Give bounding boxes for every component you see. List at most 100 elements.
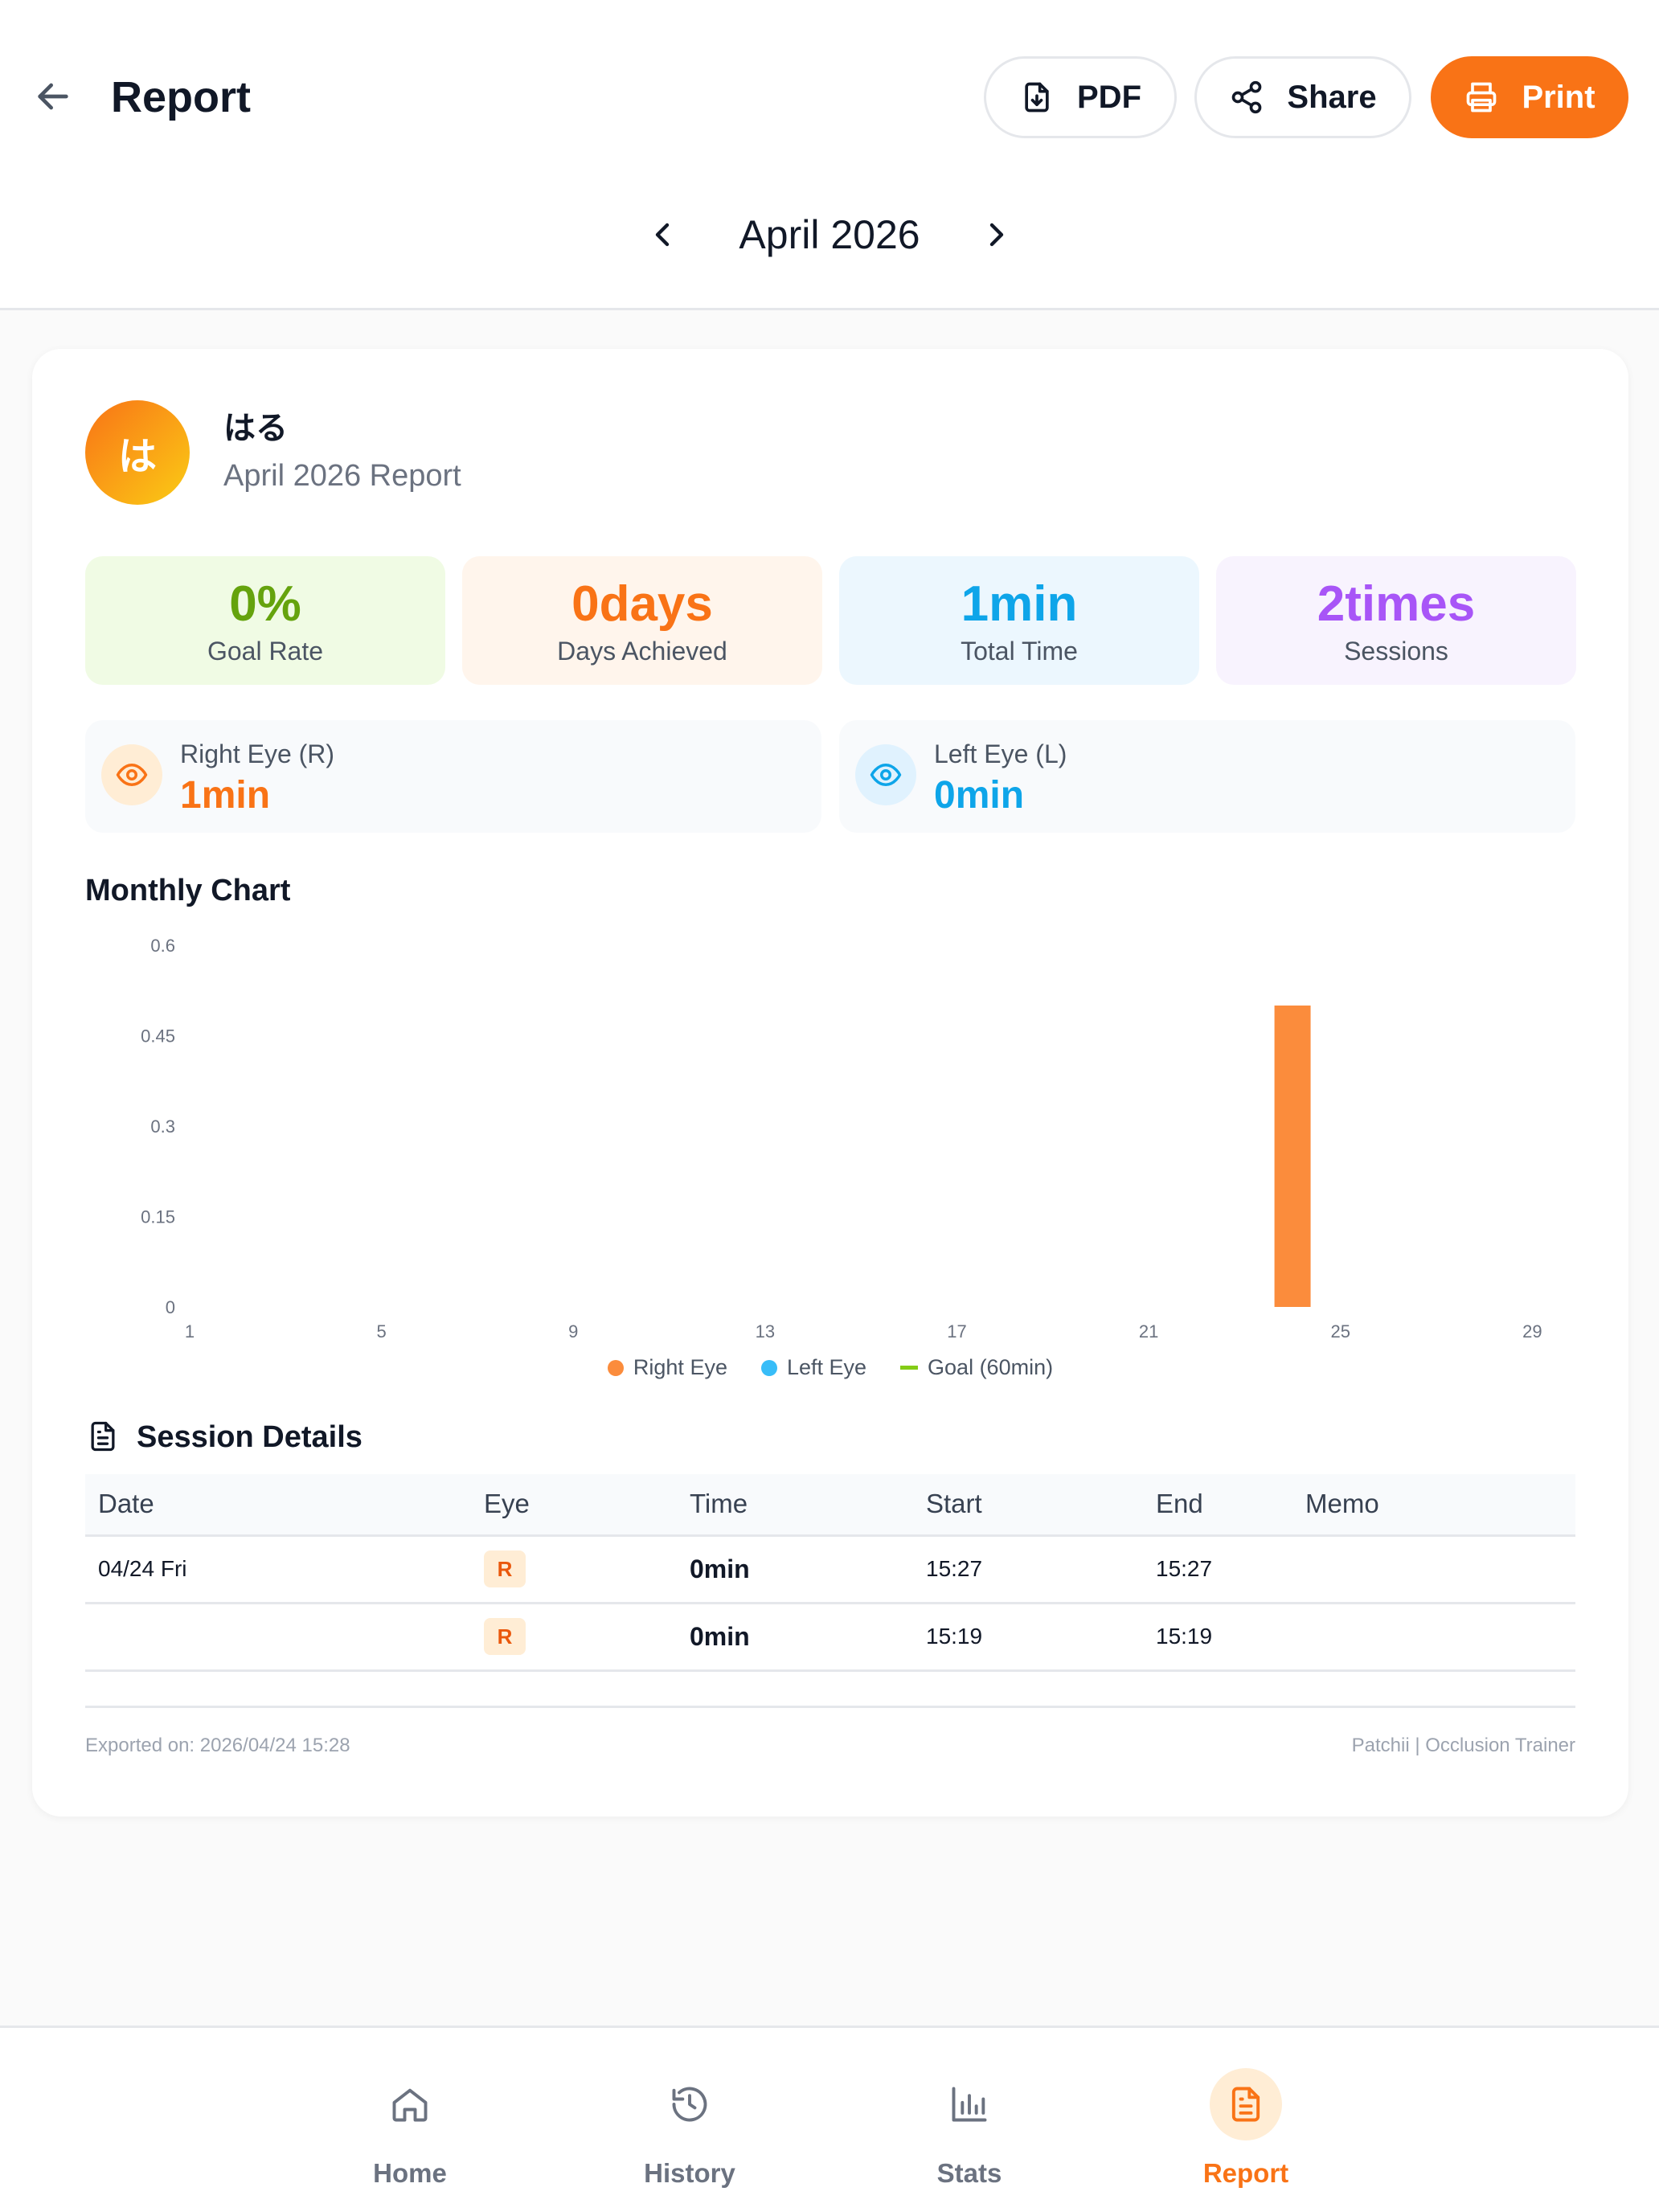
eye-badge: R bbox=[484, 1618, 526, 1655]
y-tick-label: 0.6 bbox=[150, 936, 175, 956]
x-tick-label: 13 bbox=[756, 1321, 775, 1342]
eye-icon bbox=[101, 744, 162, 805]
cell-eye: R bbox=[471, 1535, 677, 1604]
print-button-label: Print bbox=[1522, 79, 1596, 115]
bottom-navigation: Home History Stats Report bbox=[0, 2026, 1659, 2212]
stat-value: 0days bbox=[571, 576, 713, 632]
chart-legend: Right Eye Left Eye Goal (60min) bbox=[32, 1355, 1628, 1380]
legend-dot bbox=[607, 1359, 624, 1376]
document-icon bbox=[1210, 2068, 1282, 2140]
col-start: Start bbox=[913, 1474, 1143, 1537]
y-tick-label: 0.15 bbox=[141, 1207, 175, 1227]
document-icon bbox=[91, 1421, 115, 1452]
right-eye-card: Right Eye (R) 1min bbox=[85, 720, 821, 833]
left-eye-value: 0min bbox=[934, 774, 1025, 817]
cell-time: 0min bbox=[677, 1535, 913, 1604]
cell-end: 15:19 bbox=[1143, 1603, 1292, 1672]
x-tick-label: 25 bbox=[1330, 1321, 1350, 1342]
page-title: Report bbox=[111, 73, 251, 121]
cell-end: 15:27 bbox=[1143, 1535, 1292, 1604]
monthly-chart: 0 0.15 0.3 0.45 0.6 1 5 9 13 17 21 25 29 bbox=[141, 936, 1542, 1342]
legend-dot bbox=[760, 1359, 777, 1376]
stat-days-achieved: 0days Days Achieved bbox=[462, 556, 822, 685]
stat-sessions: 2times Sessions bbox=[1216, 556, 1576, 685]
file-download-icon bbox=[1025, 82, 1049, 113]
table-row: 04/24 Fri R 0min 15:27 15:27 bbox=[85, 1535, 1575, 1604]
stat-total-time: 1min Total Time bbox=[839, 556, 1199, 685]
month-navigator: April 2026 bbox=[0, 203, 1659, 267]
legend-right-eye: Right Eye bbox=[607, 1355, 727, 1380]
brand-text: Patchii | Occlusion Trainer bbox=[1351, 1735, 1575, 1756]
session-details-title: Session Details bbox=[137, 1420, 363, 1454]
col-date: Date bbox=[85, 1474, 471, 1537]
stat-value: 1min bbox=[961, 576, 1078, 632]
cell-memo bbox=[1292, 1603, 1575, 1672]
table-header-row: Date Eye Time Start End Memo bbox=[85, 1474, 1575, 1537]
right-eye-value: 1min bbox=[180, 774, 271, 817]
x-tick-label: 29 bbox=[1522, 1321, 1542, 1342]
home-icon bbox=[374, 2068, 446, 2140]
chart-title: Monthly Chart bbox=[85, 874, 291, 907]
col-memo: Memo bbox=[1292, 1474, 1575, 1537]
table-row: R 0min 15:19 15:19 bbox=[85, 1603, 1575, 1672]
cell-start: 15:19 bbox=[913, 1603, 1143, 1672]
col-time: Time bbox=[677, 1474, 913, 1537]
stat-goal-rate: 0% Goal Rate bbox=[85, 556, 445, 685]
left-eye-label: Left Eye (L) bbox=[934, 739, 1067, 768]
x-tick-label: 9 bbox=[568, 1321, 578, 1342]
chevron-right-icon[interactable] bbox=[977, 215, 1016, 254]
legend-line bbox=[900, 1366, 919, 1370]
legend-label: Goal (60min) bbox=[928, 1355, 1054, 1379]
x-tick-label: 21 bbox=[1139, 1321, 1158, 1342]
session-table: Date Eye Time Start End Memo 04/24 Fri R… bbox=[85, 1474, 1575, 1672]
x-tick-label: 1 bbox=[185, 1321, 195, 1342]
stat-label: Days Achieved bbox=[557, 637, 727, 666]
printer-icon bbox=[1467, 82, 1497, 113]
y-tick-label: 0 bbox=[166, 1297, 175, 1317]
report-card: は はる April 2026 Report 0% Goal Rate 0day… bbox=[32, 349, 1628, 1817]
stat-label: Total Time bbox=[961, 637, 1078, 666]
pdf-button-label: PDF bbox=[1077, 79, 1141, 115]
legend-left-eye: Left Eye bbox=[760, 1355, 867, 1380]
nav-label: Home bbox=[373, 2158, 447, 2188]
cell-start: 15:27 bbox=[913, 1535, 1143, 1604]
x-tick-label: 5 bbox=[376, 1321, 386, 1342]
cell-eye: R bbox=[471, 1603, 677, 1672]
back-arrow-icon[interactable] bbox=[31, 74, 76, 119]
legend-label: Right Eye bbox=[633, 1355, 727, 1379]
eye-icon bbox=[855, 744, 916, 805]
share-button[interactable]: Share bbox=[1194, 56, 1411, 138]
x-tick-label: 17 bbox=[947, 1321, 966, 1342]
cell-memo bbox=[1292, 1535, 1575, 1604]
chevron-left-icon[interactable] bbox=[643, 215, 682, 254]
eye-badge: R bbox=[484, 1550, 526, 1587]
nav-home[interactable]: Home bbox=[322, 2068, 498, 2189]
footer-divider bbox=[85, 1706, 1575, 1708]
app-header: Report PDF Share Print April 2026 bbox=[0, 0, 1659, 310]
avatar-initial: は bbox=[117, 434, 157, 479]
y-tick-label: 0.3 bbox=[150, 1116, 175, 1137]
share-icon bbox=[1232, 80, 1262, 114]
nav-stats[interactable]: Stats bbox=[881, 2068, 1058, 2189]
chart-bar-right-eye bbox=[1274, 1006, 1311, 1307]
user-name: はる bbox=[223, 410, 288, 447]
legend-label: Left Eye bbox=[786, 1355, 867, 1379]
bar-chart-icon bbox=[933, 2068, 1006, 2140]
month-label: April 2026 bbox=[739, 212, 920, 257]
stat-value: 2times bbox=[1317, 576, 1476, 632]
pdf-button[interactable]: PDF bbox=[984, 56, 1177, 138]
nav-report[interactable]: Report bbox=[1157, 2068, 1334, 2189]
stat-label: Sessions bbox=[1344, 637, 1448, 666]
print-button[interactable]: Print bbox=[1431, 56, 1628, 138]
left-eye-card: Left Eye (L) 0min bbox=[839, 720, 1575, 833]
nav-label: Stats bbox=[936, 2158, 1002, 2188]
nav-history[interactable]: History bbox=[601, 2068, 778, 2189]
cell-date: 04/24 Fri bbox=[85, 1535, 471, 1604]
report-subtitle: April 2026 Report bbox=[223, 459, 461, 493]
history-icon bbox=[653, 2068, 726, 2140]
legend-goal: Goal (60min) bbox=[900, 1355, 1053, 1380]
col-eye: Eye bbox=[471, 1474, 677, 1537]
share-button-label: Share bbox=[1287, 79, 1377, 115]
nav-label: Report bbox=[1202, 2158, 1289, 2188]
stat-value: 0% bbox=[229, 576, 301, 632]
